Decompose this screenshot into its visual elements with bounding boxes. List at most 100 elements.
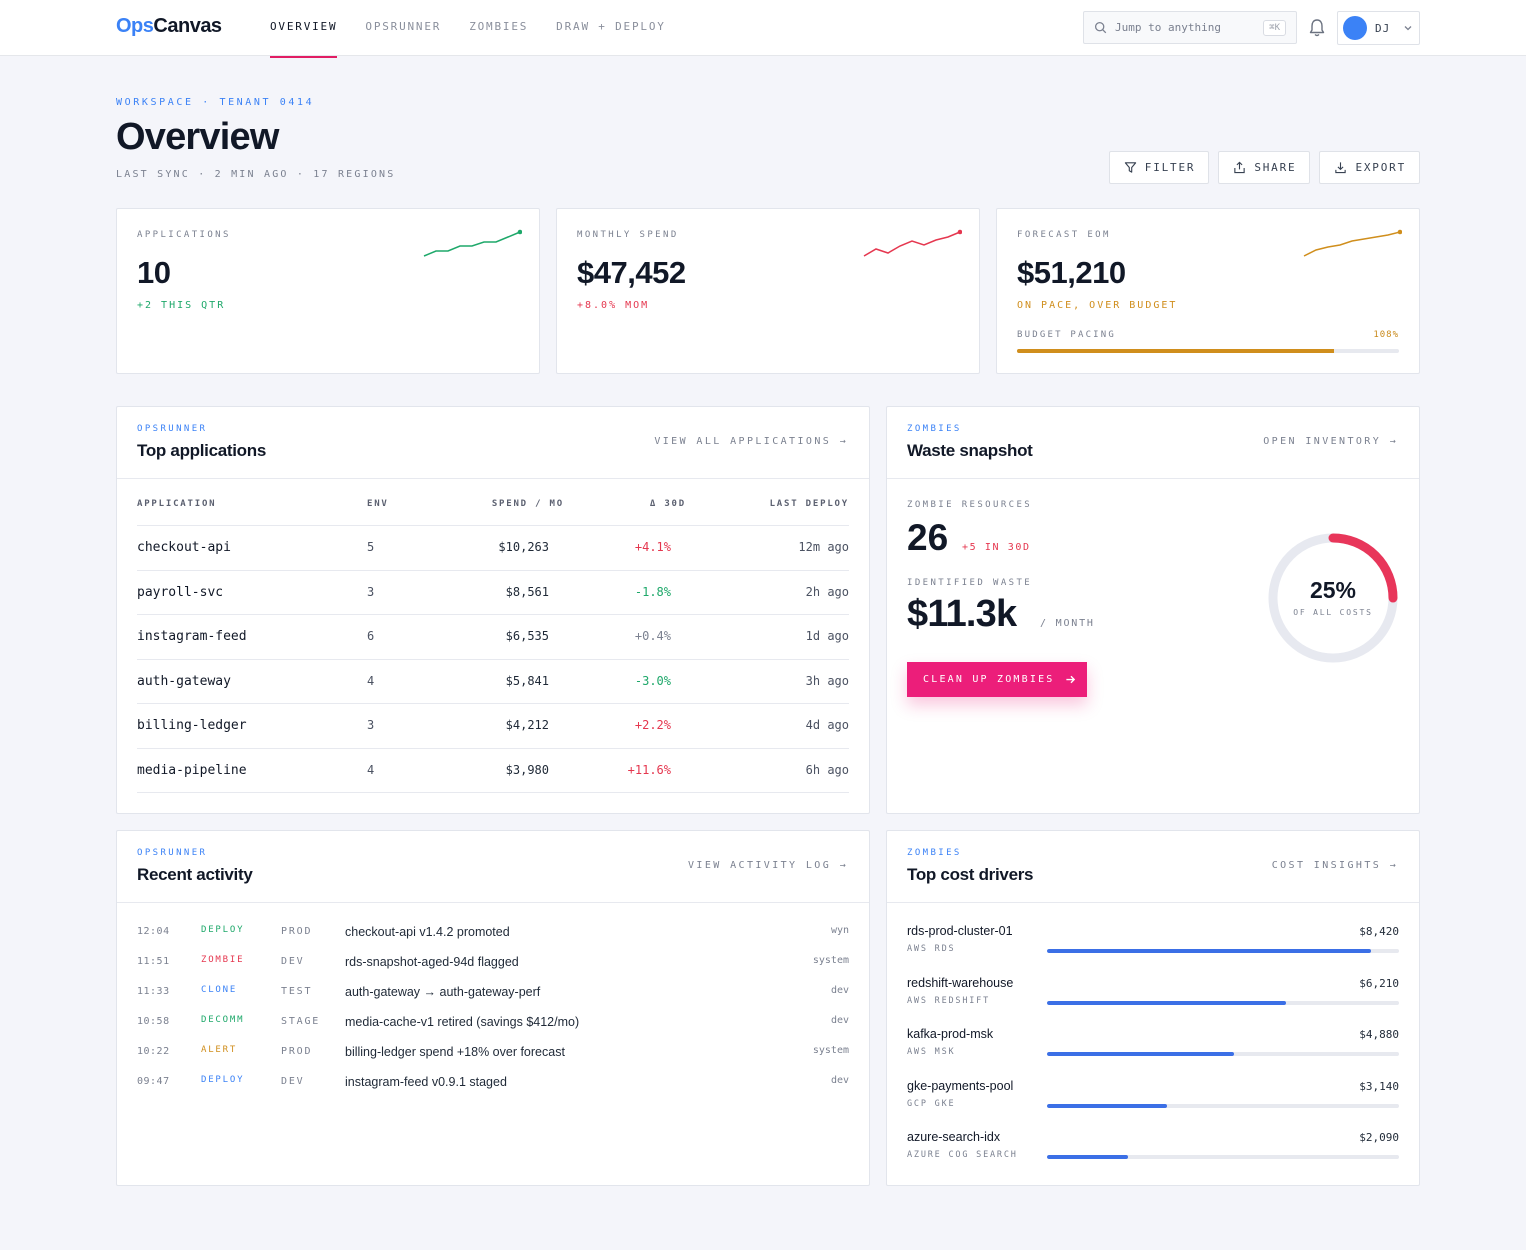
chevron-down-icon (1404, 26, 1412, 31)
cost-driver-name: gke-payments-pool (907, 1078, 1014, 1093)
app-name[interactable]: auth-gateway (137, 673, 231, 689)
activity-time: 09:47 (137, 1076, 170, 1087)
divider (887, 478, 1419, 479)
activity-time: 11:33 (137, 986, 170, 997)
kpi-value: $47,452 (577, 255, 686, 290)
activity-item[interactable]: 09:47 DEPLOY DEV instagram-feed v0.9.1 stag… (137, 1075, 849, 1106)
app-spend: $3,980 (505, 762, 549, 777)
app-delta: -3.0% (634, 673, 671, 688)
activity-actor: system (812, 955, 849, 966)
logo[interactable]: OpsCanvas (116, 15, 222, 37)
clean-up-zombies-button[interactable]: CLEAN UP ZOMBIES (907, 662, 1087, 697)
main-nav: OVERVIEW OPSRUNNER ZOMBIES DRAW + DEPLOY (270, 0, 666, 58)
user-menu[interactable]: DJ (1337, 11, 1420, 45)
activity-item[interactable]: 11:51 ZOMBIE DEV rds-snapshot-aged-94d flag… (137, 955, 849, 986)
nav-opsrunner[interactable]: OPSRUNNER (365, 20, 442, 33)
app-name[interactable]: media-pipeline (137, 762, 247, 778)
cost-driver-bar-fill (1047, 949, 1371, 953)
share-button[interactable]: SHARE (1218, 151, 1311, 184)
kpi-monthly-spend: MONTHLY SPEND $47,452 +8.0% MOM (556, 208, 980, 374)
col-spend[interactable]: SPEND / MO (491, 499, 564, 509)
app-spend: $5,841 (505, 673, 549, 688)
activity-item[interactable]: 10:58 DECOMM STAGE media-cache-v1 retired (… (137, 1015, 849, 1046)
bell-icon[interactable] (1308, 18, 1326, 38)
table-row[interactable]: instagram-feed 6 $6,535 +0.4% 1d ago (137, 615, 849, 660)
panel-eyebrow: OPSRUNNER (137, 848, 208, 858)
col-application[interactable]: APPLICATION (137, 499, 217, 509)
panel-eyebrow: ZOMBIES (907, 848, 962, 858)
activity-item[interactable]: 10:22 ALERT PROD billing-ledger spend +18% … (137, 1045, 849, 1076)
app-name[interactable]: checkout-api (137, 540, 231, 555)
filter-button[interactable]: FILTER (1108, 151, 1210, 184)
activity-message: checkout-api v1.4.2 promoted (345, 925, 510, 939)
activity-type: DEPLOY (201, 1075, 245, 1085)
view-all-applications-link[interactable]: VIEW ALL APPLICATIONS → (654, 436, 848, 447)
cost-driver-bar-fill (1047, 1052, 1234, 1056)
search-input[interactable]: Jump to anything ⌘K (1083, 11, 1297, 44)
cost-driver-item[interactable]: azure-search-idx AZURE COG SEARCH $2,090 (907, 1130, 1399, 1174)
col-delta[interactable]: Δ 30D (649, 499, 686, 509)
kpi-value: 10 (137, 255, 171, 290)
view-activity-log-link[interactable]: VIEW ACTIVITY LOG → (688, 860, 848, 871)
app-delta: -1.8% (634, 584, 671, 599)
download-icon (1335, 162, 1347, 174)
activity-env: STAGE (281, 1016, 321, 1027)
nav-draw-deploy[interactable]: DRAW + DEPLOY (556, 20, 666, 33)
cost-driver-name: kafka-prod-msk (907, 1027, 994, 1041)
app-last-deploy: 3h ago (805, 673, 849, 688)
cost-driver-service: AWS RDS (907, 944, 956, 954)
nav-zombies[interactable]: ZOMBIES (469, 20, 529, 33)
activity-type: DEPLOY (201, 925, 245, 935)
kpi-applications: APPLICATIONS 10 +2 THIS QTR (116, 208, 540, 374)
activity-time: 10:58 (137, 1016, 170, 1027)
app-env: 5 (367, 540, 375, 554)
cost-driver-item[interactable]: kafka-prod-msk AWS MSK $4,880 (907, 1027, 1399, 1071)
app-env: 6 (367, 629, 375, 643)
cost-driver-item[interactable]: gke-payments-pool GCP GKE $3,140 (907, 1079, 1399, 1123)
panel-eyebrow: ZOMBIES (907, 424, 962, 434)
budget-pacing-value: 108% (1373, 330, 1399, 340)
cost-driver-item[interactable]: redshift-warehouse AWS REDSHIFT $6,210 (907, 976, 1399, 1020)
nav-overview[interactable]: OVERVIEW (270, 0, 338, 58)
activity-message: billing-ledger spend +18% over forecast (345, 1045, 565, 1059)
donut-arc (1268, 533, 1398, 663)
cost-driver-item[interactable]: rds-prod-cluster-01 AWS RDS $8,420 (907, 924, 1399, 968)
divider (117, 902, 869, 903)
recent-activity-panel: OPSRUNNER Recent activity VIEW ACTIVITY … (116, 830, 870, 1186)
app-name[interactable]: instagram-feed (137, 629, 247, 644)
app-last-deploy: 4d ago (805, 718, 849, 732)
col-env[interactable]: ENV (367, 499, 389, 509)
table-row[interactable]: auth-gateway 4 $5,841 -3.0% 3h ago (137, 660, 849, 704)
app-name[interactable]: billing-ledger (137, 718, 247, 733)
activity-message: rds-snapshot-aged-94d flagged (345, 955, 519, 969)
donut-percent: 25% (1309, 577, 1357, 603)
header-actions: FILTER SHARE EXPORT (1108, 151, 1420, 184)
app-delta: +2.2% (634, 718, 671, 732)
activity-type: ALERT (201, 1045, 238, 1055)
cost-driver-bar (1047, 1000, 1399, 1005)
cost-driver-bar-fill (1047, 1155, 1128, 1159)
open-inventory-link[interactable]: OPEN INVENTORY → (1263, 436, 1398, 447)
col-last-deploy[interactable]: LAST DEPLOY (769, 499, 849, 509)
budget-pacing-fill (1017, 349, 1335, 353)
activity-actor: dev (830, 1015, 849, 1026)
cost-insights-link[interactable]: COST INSIGHTS → (1271, 860, 1398, 871)
table-row[interactable]: payroll-svc 3 $8,561 -1.8% 2h ago (137, 571, 849, 615)
app-spend: $4,212 (505, 718, 549, 732)
cost-driver-name: rds-prod-cluster-01 (907, 924, 1013, 938)
divider (887, 902, 1419, 903)
export-button[interactable]: EXPORT (1319, 151, 1420, 184)
activity-env: PROD (281, 1046, 313, 1057)
sync-status: LAST SYNC · 2 MIN AGO · 17 REGIONS (116, 169, 396, 180)
activity-item[interactable]: 12:04 DEPLOY PROD checkout-api v1.4.2 promo… (137, 925, 849, 956)
activity-item[interactable]: 11:33 CLONE TEST auth-gateway → auth-gatewa… (137, 985, 849, 1016)
table-row[interactable]: media-pipeline 4 $3,980 +11.6% 6h ago (137, 749, 849, 793)
cost-driver-value: $6,210 (1359, 976, 1399, 990)
app-env: 4 (367, 673, 375, 688)
cost-driver-service: AWS REDSHIFT (907, 995, 991, 1006)
table-row[interactable]: billing-ledger 3 $4,212 +2.2% 4d ago (137, 704, 849, 749)
table-row[interactable]: checkout-api 5 $10,263 +4.1% 12m ago (137, 526, 849, 571)
cost-driver-bar (1047, 1155, 1399, 1159)
filter-icon (1124, 162, 1136, 173)
app-name[interactable]: payroll-svc (137, 584, 224, 600)
